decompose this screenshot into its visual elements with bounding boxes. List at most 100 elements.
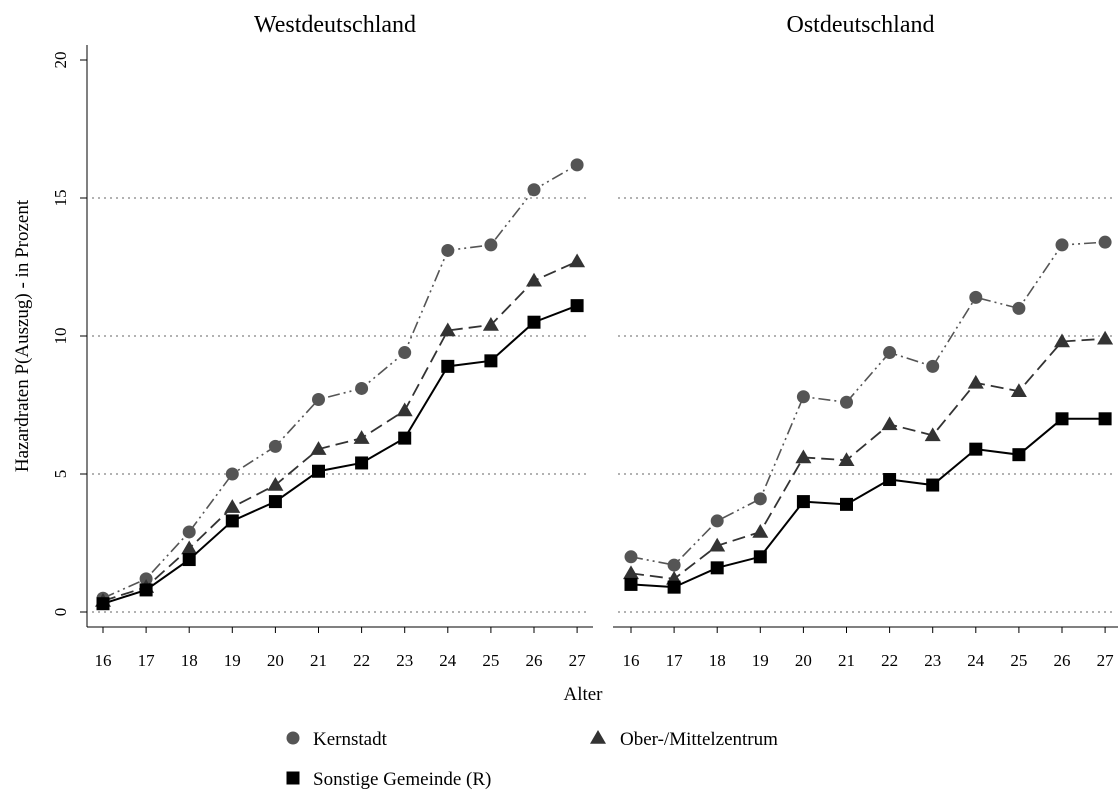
x-axis-label: Alter (563, 684, 603, 705)
x-tick-label: 23 (396, 651, 413, 670)
data-point (624, 550, 638, 564)
data-point (883, 346, 897, 360)
data-point (312, 464, 325, 478)
data-point (312, 392, 325, 406)
panel-westdeutschland: Westdeutschland 16 17 18 19 20 21 22 23 24 25 26 27 (87, 12, 593, 670)
data-point (310, 441, 327, 455)
data-point (969, 442, 983, 456)
data-point (355, 381, 369, 395)
data-point (881, 416, 898, 431)
data-point (840, 395, 853, 409)
data-point (710, 514, 724, 528)
data-point (268, 439, 282, 453)
x-tick-label: 21 (838, 651, 855, 670)
data-point (225, 514, 239, 528)
x-tick-label: 16 (95, 651, 112, 670)
data-point (752, 523, 769, 538)
y-tick-label: 0 (51, 608, 70, 617)
data-point (139, 572, 153, 586)
x-tick-label: 27 (569, 651, 587, 670)
x-tick-label: 19 (752, 651, 769, 670)
data-point (967, 374, 984, 389)
data-point (924, 427, 941, 442)
legend-marker (286, 731, 300, 745)
data-point (840, 497, 853, 511)
x-tick-label: 27 (1097, 651, 1115, 670)
y-tick-label: 10 (51, 328, 70, 345)
y-tick-label: 20 (51, 52, 70, 69)
series-line (102, 260, 578, 602)
series-line (102, 304, 578, 605)
data-point (182, 553, 196, 567)
legend-entry: Ober-/Mittelzentrum (620, 729, 778, 750)
series-line (630, 337, 1106, 580)
data-point (182, 525, 196, 539)
data-point (484, 354, 498, 368)
data-point (1010, 383, 1027, 397)
data-point (926, 478, 940, 492)
data-point (969, 290, 983, 304)
data-point (355, 456, 369, 470)
data-point (1054, 333, 1070, 348)
data-point (527, 183, 541, 197)
data-point (796, 495, 810, 509)
x-tick-label: 17 (138, 651, 156, 670)
x-tick-label: 16 (623, 651, 640, 670)
data-point (796, 390, 810, 404)
data-point (224, 499, 241, 513)
data-point (709, 537, 726, 552)
x-tick-label: 23 (924, 651, 941, 670)
data-point (926, 359, 940, 373)
data-point (398, 346, 412, 360)
data-point (353, 430, 370, 444)
data-point (527, 315, 541, 329)
data-point (570, 299, 584, 313)
panel-title: Westdeutschland (254, 12, 416, 38)
data-point (441, 359, 455, 373)
x-tick-label: 22 (881, 651, 898, 670)
data-point (267, 477, 284, 491)
x-tick-label: 22 (353, 651, 370, 670)
x-tick-label: 26 (1054, 651, 1071, 670)
x-tick-label: 17 (666, 651, 684, 670)
data-point (1012, 301, 1026, 315)
data-point (1012, 448, 1026, 462)
legend-entry: Sonstige Gemeinde (R) (313, 769, 491, 790)
data-point (181, 540, 198, 555)
data-point (1097, 330, 1114, 345)
data-point (96, 597, 110, 611)
x-tick-label: 18 (709, 651, 726, 670)
y-axis: 0 5 10 15 20 (51, 45, 88, 627)
legend-entry: Kernstadt (313, 729, 388, 750)
data-point (569, 253, 586, 268)
data-point (1055, 412, 1069, 426)
x-tick-label: 19 (224, 651, 241, 670)
data-point (268, 495, 282, 509)
data-point (526, 272, 542, 287)
data-point (441, 243, 455, 257)
x-tick-label: 24 (967, 651, 985, 670)
legend-marker (286, 771, 300, 785)
data-point (710, 561, 724, 575)
data-point (225, 467, 239, 481)
legend: Kernstadt Ober-/Mittelzentrum Sonstige Gem… (286, 729, 778, 790)
data-point (482, 316, 499, 331)
data-point (753, 492, 767, 506)
series-line (630, 417, 1106, 589)
data-point (667, 558, 681, 572)
data-point (795, 449, 812, 464)
data-point (484, 238, 498, 252)
x-tick-label: 26 (526, 651, 543, 670)
x-tick-label: 21 (310, 651, 327, 670)
data-point (439, 322, 456, 337)
y-tick-label: 15 (51, 190, 70, 207)
y-axis-label: Hazardraten P(Auszug) - in Prozent (12, 199, 33, 472)
x-tick-label: 20 (795, 651, 812, 670)
data-point (623, 565, 639, 580)
data-point (139, 583, 153, 597)
series-line (630, 241, 1106, 566)
data-point (1055, 238, 1069, 252)
x-tick-label: 20 (267, 651, 284, 670)
data-point (753, 550, 767, 564)
